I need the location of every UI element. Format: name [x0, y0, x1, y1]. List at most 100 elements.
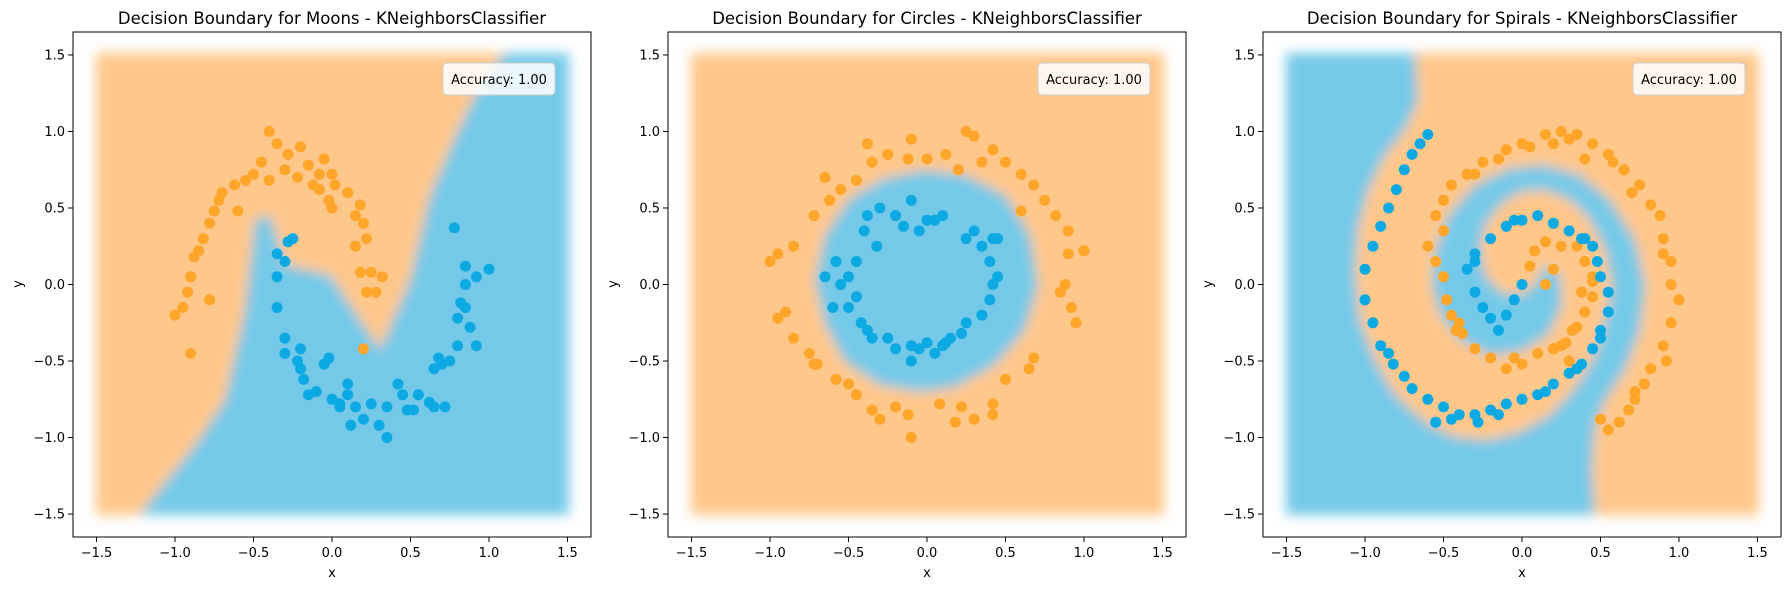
- data-point: [357, 413, 369, 425]
- data-point: [1623, 404, 1635, 416]
- data-point: [772, 312, 784, 324]
- data-point: [968, 130, 980, 142]
- x-tick-label: 1.5: [557, 546, 578, 561]
- data-point: [459, 260, 471, 272]
- x-axis-label: x: [1518, 566, 1526, 581]
- axes: −1.5 −1.0 −0.5 0.0 0.5 1.0 1.5 −1.5 −1.0 −0.5 0.0 0…: [33, 31, 592, 561]
- data-point: [1445, 413, 1457, 425]
- data-point: [279, 347, 291, 359]
- y-tick-label: −0.5: [33, 355, 65, 370]
- data-point: [298, 373, 310, 385]
- data-point: [1028, 179, 1040, 191]
- annotation-box: [442, 62, 556, 96]
- data-point: [428, 401, 440, 413]
- data-point: [255, 156, 267, 168]
- data-point: [1422, 240, 1434, 252]
- data-point: [1555, 240, 1567, 252]
- panel-circles: Decision Boundary for Circles - KNeighbo…: [606, 9, 1187, 581]
- data-point: [1469, 343, 1481, 355]
- y-tick-label: 0.0: [44, 278, 65, 293]
- data-point: [1532, 347, 1544, 359]
- data-point: [354, 266, 366, 278]
- data-point: [1516, 214, 1528, 226]
- data-point: [1629, 386, 1641, 398]
- data-point: [850, 389, 862, 401]
- data-point: [357, 217, 369, 229]
- x-tick-label: −1.0: [754, 546, 786, 561]
- data-point: [1587, 291, 1599, 303]
- data-point: [1485, 312, 1497, 324]
- data-point: [1634, 179, 1646, 191]
- data-point: [855, 317, 867, 329]
- axes: −1.5 −1.0 −0.5 0.0 0.5 1.0 1.5 −1.5 −1.0 −0.5 0.0 0…: [628, 31, 1187, 561]
- y-tick-label: 1.5: [1234, 48, 1255, 63]
- data-point: [204, 217, 216, 229]
- data-point: [1500, 363, 1512, 375]
- data-point: [318, 153, 330, 165]
- data-point: [788, 240, 800, 252]
- annotation-box: [1632, 62, 1746, 96]
- data-point: [1485, 233, 1497, 245]
- data-point: [279, 164, 291, 176]
- data-point: [1359, 294, 1371, 306]
- data-point: [1438, 271, 1449, 283]
- data-point: [1516, 358, 1528, 370]
- x-tick-label: 1.0: [479, 546, 500, 561]
- data-point: [1587, 343, 1599, 355]
- annotation-box: [1037, 62, 1151, 96]
- data-point: [921, 214, 933, 226]
- y-tick-label: −1.5: [628, 508, 660, 523]
- data-point: [1438, 401, 1449, 413]
- data-point: [1595, 332, 1606, 344]
- data-point: [921, 153, 933, 165]
- data-point: [279, 256, 291, 267]
- data-point: [470, 271, 482, 283]
- data-point: [874, 413, 886, 425]
- x-tick-label: −0.5: [1428, 546, 1460, 561]
- data-point: [960, 233, 972, 245]
- panel-moons: Decision Boundary for Moons - KNeighbors…: [11, 9, 592, 581]
- x-tick-label: −1.5: [676, 546, 708, 561]
- data-point: [365, 398, 377, 410]
- data-point: [323, 352, 335, 364]
- data-point: [1472, 416, 1484, 428]
- data-point: [1398, 370, 1410, 382]
- data-point: [952, 164, 964, 176]
- data-point: [448, 222, 460, 234]
- data-point: [452, 312, 464, 324]
- data-point: [464, 321, 476, 333]
- data-point: [292, 171, 303, 183]
- data-point: [1438, 194, 1449, 206]
- x-tick-label: 0.0: [322, 546, 343, 561]
- data-point: [439, 401, 451, 413]
- x-tick-label: 0.0: [917, 546, 938, 561]
- data-point: [871, 240, 883, 252]
- data-point: [354, 199, 366, 211]
- decision-regions: [691, 53, 1164, 515]
- data-point: [1023, 363, 1035, 375]
- y-tick-label: −0.5: [628, 355, 660, 370]
- data-point: [310, 386, 322, 398]
- data-point: [169, 309, 181, 321]
- data-point: [263, 126, 275, 137]
- data-point: [1445, 179, 1457, 191]
- data-point: [1000, 373, 1011, 385]
- data-point: [1375, 220, 1387, 232]
- data-point: [295, 141, 307, 153]
- data-point: [329, 179, 341, 191]
- data-point: [240, 174, 252, 186]
- data-point: [342, 187, 354, 199]
- data-point: [459, 302, 471, 313]
- data-point: [208, 205, 220, 217]
- data-point: [976, 156, 988, 168]
- data-point: [1062, 248, 1074, 260]
- data-point: [1367, 317, 1379, 329]
- data-point: [1500, 309, 1512, 321]
- data-point: [808, 358, 820, 370]
- data-point: [992, 271, 1004, 283]
- data-point: [313, 184, 325, 196]
- data-point: [295, 363, 307, 375]
- data-point: [905, 133, 917, 145]
- data-point: [1547, 378, 1559, 390]
- x-tick-label: 0.5: [400, 546, 421, 561]
